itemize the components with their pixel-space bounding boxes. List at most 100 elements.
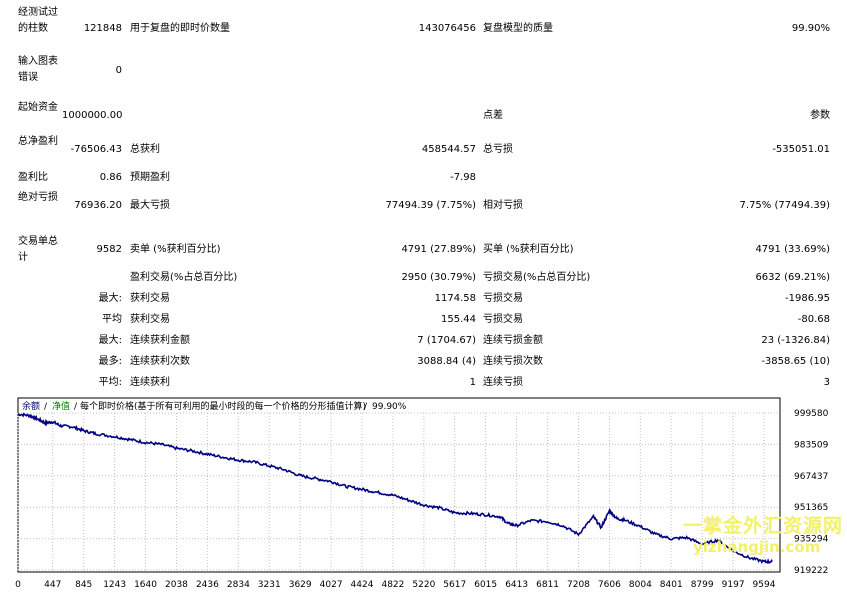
maximal-consecutive-loss-label: 连续亏损次数 <box>483 356 543 367</box>
x-tick-label: 0 <box>15 580 21 590</box>
x-tick-label: 3231 <box>258 580 281 590</box>
profit-trades-label: 盈利交易(%占总百分比) <box>130 272 238 283</box>
bars-tested-value: 121848 <box>83 23 122 34</box>
y-tick-label: 951365 <box>794 503 828 513</box>
maximal-consecutive-label: 最多: <box>98 356 122 367</box>
spread-label: 点差 <box>483 110 503 121</box>
legend-balance: 余额 <box>22 400 40 412</box>
x-tick-label: 9594 <box>753 580 776 590</box>
x-tick-label: 2834 <box>227 580 250 590</box>
max-consecutive-loss-value: 23 (-1326.84) <box>761 335 830 346</box>
x-tick-label: 8799 <box>691 580 714 590</box>
x-tick-label: 4424 <box>351 580 374 590</box>
expected-payoff-label: 预期盈利 <box>130 172 170 183</box>
x-tick-label: 6811 <box>536 580 559 590</box>
maximal-consecutive-win-label: 连续获利次数 <box>130 356 190 367</box>
absolute-drawdown-label: 绝对亏损 <box>18 192 58 203</box>
x-tick-label: 7606 <box>598 580 621 590</box>
gross-profit-label: 总获利 <box>130 144 160 155</box>
average-profit-value: 155.44 <box>441 314 476 325</box>
absolute-drawdown-value: 76936.20 <box>74 200 122 211</box>
avg-consecutive-label: 平均: <box>98 377 122 388</box>
long-positions-label: 买单 (%获利百分比) <box>483 244 574 255</box>
gross-loss-value: -535051.01 <box>772 144 830 155</box>
x-tick-label: 8401 <box>660 580 683 590</box>
short-positions-label: 卖单 (%获利百分比) <box>130 244 221 255</box>
initial-deposit-value: 1000000.00 <box>62 110 123 121</box>
average-loss-label: 亏损交易 <box>483 314 523 325</box>
mismatched-errors-label: 输入图表错误 <box>18 56 58 83</box>
y-tick-label: 919222 <box>794 566 828 576</box>
average-label: 平均 <box>102 314 122 325</box>
balance-series-line <box>17 412 773 565</box>
average-loss-value: -80.68 <box>797 314 830 325</box>
legend-quality: 99.90% <box>372 402 407 412</box>
y-tick-label: 967437 <box>794 472 828 482</box>
avg-consecutive-win-label: 连续获利 <box>130 377 170 388</box>
legend-sep-1: / <box>44 402 48 412</box>
avg-consecutive-loss-label: 连续亏损 <box>483 377 523 388</box>
max-consecutive-loss-label: 连续亏损金额 <box>483 335 543 346</box>
legend-sep-2: / <box>74 402 78 412</box>
maximal-drawdown-label: 最大亏损 <box>130 200 170 211</box>
maximal-drawdown-value: 77494.39 (7.75%) <box>385 200 476 211</box>
total-trades-value: 9582 <box>96 244 122 255</box>
x-tick-label: 3629 <box>289 580 312 590</box>
maximal-consecutive-win-value: 3088.84 (4) <box>417 356 476 367</box>
legend-equity: 净值 <box>52 400 70 412</box>
legend-sep-3: / <box>364 402 368 412</box>
balance-chart: 999580 983509 967437 951365 935294 919222 0 44… <box>15 397 829 590</box>
watermark-url: yizhangjin.com <box>693 538 821 556</box>
avg-consecutive-win-value: 1 <box>469 377 476 388</box>
y-tick-label: 999580 <box>794 409 829 419</box>
modelling-quality-label: 复盘模型的质量 <box>483 23 553 34</box>
gross-loss-label: 总亏损 <box>483 144 513 155</box>
ticks-modelled-value: 143076456 <box>418 23 476 34</box>
net-profit-label: 总净盈利 <box>18 136 58 147</box>
average-profit-label: 获利交易 <box>130 314 170 325</box>
x-tick-label: 1640 <box>134 580 157 590</box>
largest-loss-value: -1986.95 <box>785 293 830 304</box>
x-tick-label: 4822 <box>381 580 404 590</box>
largest-label: 最大: <box>98 293 122 304</box>
chart-frame <box>17 397 781 573</box>
max-consecutive-win-label: 连续获利金额 <box>130 335 190 346</box>
maximal-consecutive-loss-value: -3858.65 (10) <box>761 356 830 367</box>
x-tick-label: 9197 <box>722 580 745 590</box>
x-tick-label: 447 <box>44 580 61 590</box>
x-tick-label: 6015 <box>474 580 497 590</box>
x-tick-label: 7208 <box>567 580 590 590</box>
x-tick-label: 5617 <box>443 580 466 590</box>
max-consecutive-label: 最大: <box>98 335 122 346</box>
long-positions-value: 4791 (33.69%) <box>755 244 830 255</box>
legend-description: 每个即时价格(基于所有可利用的最小时段的每一个价格的分形插值计算) <box>80 400 366 412</box>
expected-payoff-value: -7.98 <box>450 172 476 183</box>
x-tick-label: 2436 <box>196 580 219 590</box>
spread-value: 参数 <box>810 110 830 121</box>
ticks-modelled-label: 用于复盘的即时价数量 <box>130 23 230 34</box>
x-tick-label: 2038 <box>165 580 188 590</box>
profit-factor-label: 盈利比 <box>18 172 48 183</box>
x-tick-label: 4027 <box>320 580 343 590</box>
y-tick-label: 983509 <box>794 440 829 450</box>
total-trades-label: 交易单总计 <box>18 236 58 263</box>
profit-trades-value: 2950 (30.79%) <box>401 272 476 283</box>
modelling-quality-value: 99.90% <box>791 23 830 34</box>
largest-loss-label: 亏损交易 <box>483 293 523 304</box>
x-tick-label: 845 <box>75 580 92 590</box>
watermark-title: 一掌金外汇资源网 <box>683 515 844 537</box>
x-tick-label: 6413 <box>505 580 528 590</box>
loss-trades-value: 6632 (69.21%) <box>755 272 830 283</box>
max-consecutive-win-value: 7 (1704.67) <box>417 335 476 346</box>
mismatched-errors-value: 0 <box>115 65 122 76</box>
short-positions-value: 4791 (27.89%) <box>401 244 476 255</box>
relative-drawdown-value: 7.75% (77494.39) <box>739 200 830 211</box>
gross-profit-value: 458544.57 <box>421 144 476 155</box>
x-tick-label: 5220 <box>412 580 435 590</box>
bars-tested-label: 经测试过的柱数 <box>18 7 58 34</box>
x-tick-label: 1243 <box>103 580 126 590</box>
largest-profit-label: 获利交易 <box>130 293 170 304</box>
net-profit-value: -76506.43 <box>70 144 122 155</box>
largest-profit-value: 1174.58 <box>434 293 476 304</box>
x-tick-label: 8004 <box>629 580 652 590</box>
